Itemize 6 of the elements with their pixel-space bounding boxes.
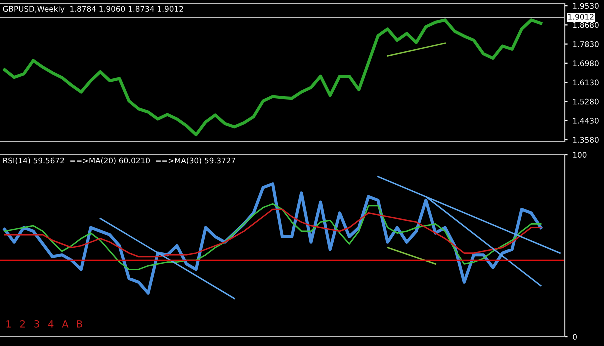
annotation: 3 <box>34 320 40 328</box>
annotation: 2 <box>20 320 25 328</box>
annotation: 4 <box>48 320 54 328</box>
annotation: 1 <box>6 320 11 328</box>
annotation: B <box>77 320 82 328</box>
annotation: A <box>62 320 69 328</box>
